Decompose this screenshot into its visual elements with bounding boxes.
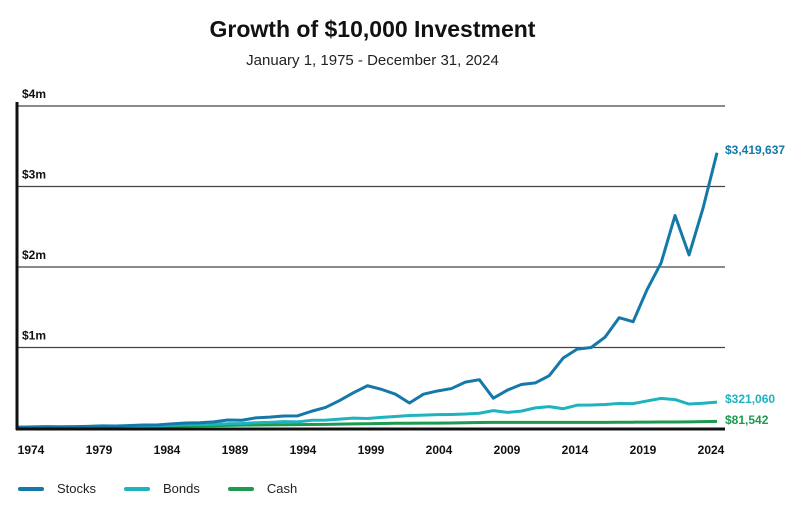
y-tick-label: $4m bbox=[22, 87, 46, 101]
x-tick-label: 1984 bbox=[154, 443, 181, 457]
line-chart: $1m $2m $3m $4m 1974 1979 1984 1989 1994 1999 2004… bbox=[15, 87, 785, 457]
chart-title: Growth of $10,000 Investment bbox=[209, 16, 536, 42]
x-tick-label: 2024 bbox=[698, 443, 725, 457]
legend: Stocks Bonds Cash bbox=[18, 481, 325, 496]
x-tick-label: 1974 bbox=[18, 443, 45, 457]
x-tick-label: 2009 bbox=[494, 443, 521, 457]
legend-swatch-cash bbox=[227, 486, 254, 491]
x-tick-label: 1989 bbox=[222, 443, 249, 457]
y-tick-label: $1m bbox=[22, 329, 46, 343]
y-tick-label: $2m bbox=[22, 248, 46, 262]
end-value-label-cash: $81,542 bbox=[725, 413, 769, 427]
x-tick-label: 1999 bbox=[358, 443, 385, 457]
legend-label-cash: Cash bbox=[266, 481, 298, 496]
legend-label-stocks: Stocks bbox=[57, 481, 97, 496]
legend-label-bonds: Bonds bbox=[163, 481, 200, 496]
legend-item-bonds: Bonds bbox=[124, 481, 200, 496]
x-tick-label: 2004 bbox=[426, 443, 453, 457]
end-value-label-stocks: $3,419,637 bbox=[725, 143, 785, 157]
x-tick-label: 1994 bbox=[290, 443, 317, 457]
legend-item-cash: Cash bbox=[227, 481, 298, 496]
chart-subtitle: January 1, 1975 - December 31, 2024 bbox=[246, 52, 499, 69]
x-tick-label: 2014 bbox=[562, 443, 589, 457]
series-line-stocks bbox=[17, 152, 719, 429]
x-tick-label: 2019 bbox=[630, 443, 657, 457]
legend-swatch-bonds bbox=[124, 486, 151, 491]
legend-item-stocks: Stocks bbox=[18, 481, 96, 496]
end-value-label-bonds: $321,060 bbox=[725, 392, 775, 406]
x-tick-label: 1979 bbox=[86, 443, 113, 457]
y-tick-label: $3m bbox=[22, 168, 46, 182]
legend-swatch-stocks bbox=[18, 486, 44, 491]
